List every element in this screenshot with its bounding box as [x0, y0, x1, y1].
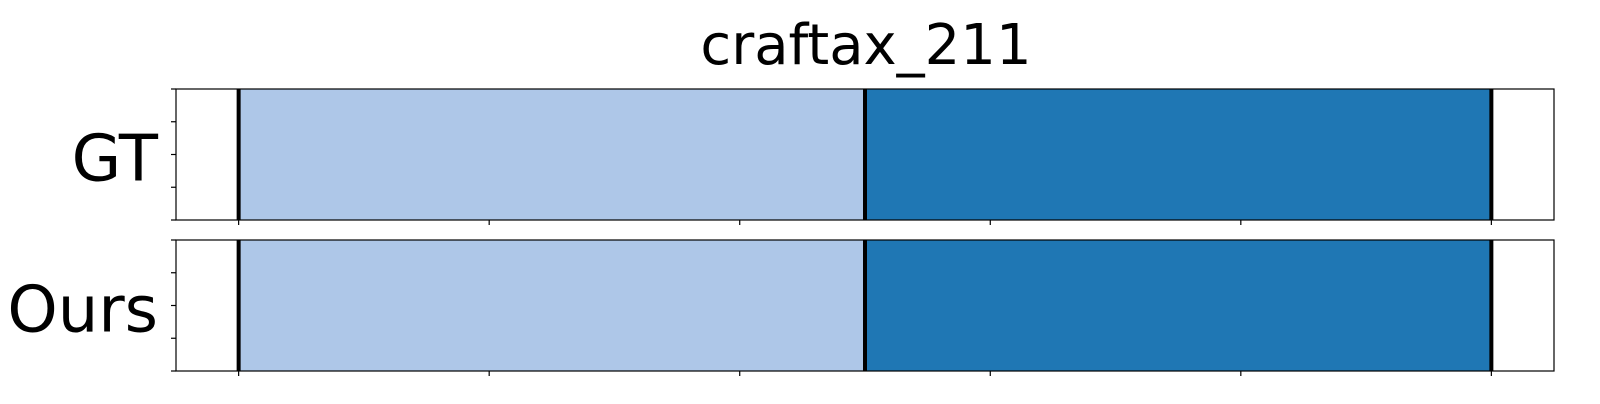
segment-bar [865, 240, 1492, 371]
segment-bar [865, 89, 1492, 220]
segment-bar [238, 240, 866, 371]
segment-bar [238, 89, 866, 220]
row-label: GT [72, 123, 159, 197]
chart-panels: GT Ours [7, 88, 1555, 376]
chart-title: craftax_211 [700, 13, 1031, 78]
row-label: Ours [7, 274, 158, 348]
